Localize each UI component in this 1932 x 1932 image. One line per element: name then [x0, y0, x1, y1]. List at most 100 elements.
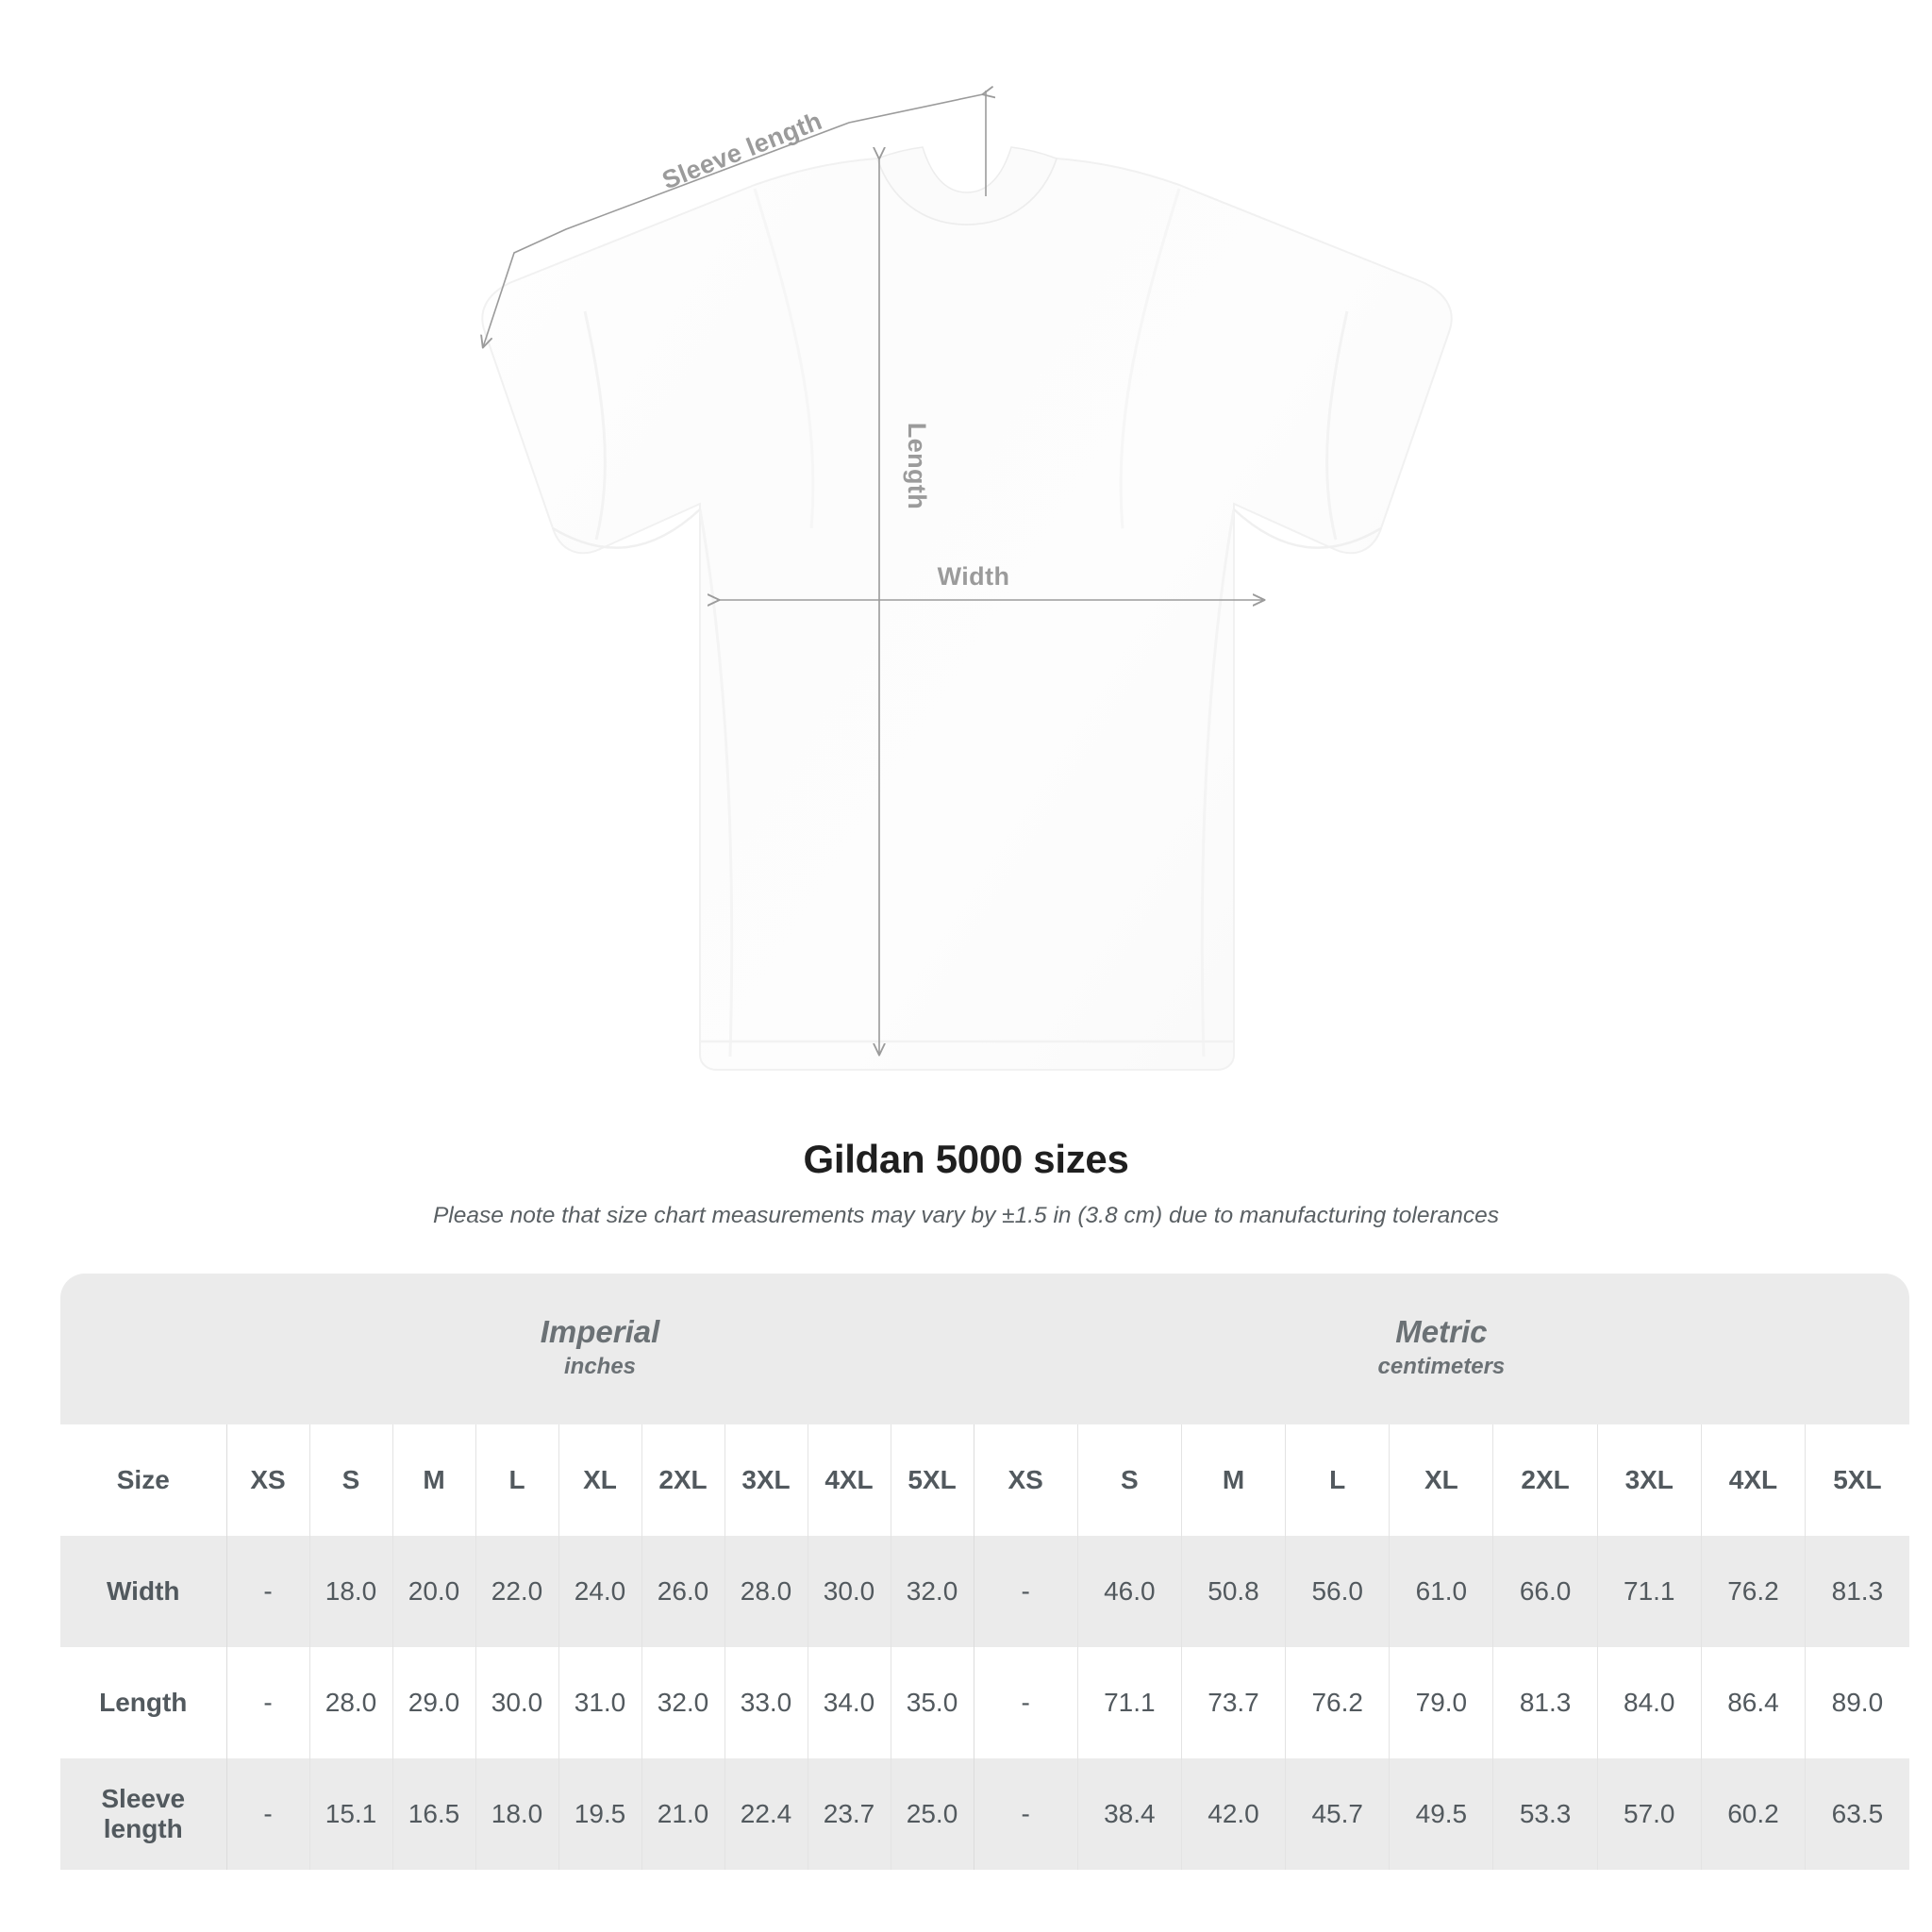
cell-length-imperial-m: 29.0: [391, 1647, 475, 1758]
cell-width-imperial-m: 20.0: [391, 1536, 475, 1647]
column-header-size: Size: [116, 1465, 170, 1494]
width-label: Width: [938, 562, 1010, 591]
tshirt-graphic: [481, 146, 1453, 1071]
cell-width-metric-4xl: 76.2: [1700, 1536, 1806, 1647]
cell-width-metric-3xl: 71.1: [1596, 1536, 1702, 1647]
size-header-metric-m: M: [1180, 1424, 1286, 1536]
size-header-row: Size XS S M L XL 2XL 3XL 4XL 5XL XS S M …: [60, 1424, 1909, 1536]
cell-sleeve-metric-s: 38.4: [1076, 1758, 1182, 1870]
row-label-width: Width: [107, 1576, 180, 1606]
cell-sleeve-imperial-xl: 19.5: [558, 1758, 641, 1870]
unit-spacer: [60, 1274, 226, 1424]
row-label-sleeve-length: Sleeve length: [101, 1784, 186, 1843]
cell-length-imperial-5xl: 35.0: [890, 1647, 974, 1758]
size-header-imperial-xl: XL: [558, 1424, 641, 1536]
cell-width-imperial-l: 22.0: [475, 1536, 558, 1647]
cell-length-imperial-3xl: 33.0: [724, 1647, 808, 1758]
cell-sleeve-metric-5xl: 63.5: [1805, 1758, 1909, 1870]
cell-length-imperial-4xl: 34.0: [807, 1647, 891, 1758]
cell-length-metric-2xl: 81.3: [1492, 1647, 1598, 1758]
cell-sleeve-metric-l: 45.7: [1285, 1758, 1390, 1870]
cell-length-imperial-xl: 31.0: [558, 1647, 641, 1758]
cell-width-metric-2xl: 66.0: [1492, 1536, 1598, 1647]
cell-sleeve-imperial-m: 16.5: [391, 1758, 475, 1870]
unit-measure-name: centimeters: [1377, 1354, 1506, 1380]
cell-sleeve-metric-4xl: 60.2: [1700, 1758, 1806, 1870]
cell-length-imperial-xs: -: [225, 1647, 309, 1758]
size-header-metric-s: S: [1076, 1424, 1182, 1536]
cell-length-imperial-s: 28.0: [308, 1647, 392, 1758]
size-header-metric-l: L: [1285, 1424, 1390, 1536]
size-header-metric-xl: XL: [1389, 1424, 1493, 1536]
cell-length-imperial-l: 30.0: [475, 1647, 558, 1758]
table-row: Sleeve length - 15.1 16.5 18.0 19.5 21.0…: [60, 1758, 1909, 1870]
cell-sleeve-imperial-xs: -: [225, 1758, 309, 1870]
tshirt-illustration: Sleeve length Length Width: [0, 0, 1453, 1071]
cell-sleeve-metric-m: 42.0: [1180, 1758, 1286, 1870]
cell-length-metric-3xl: 84.0: [1596, 1647, 1702, 1758]
cell-width-imperial-5xl: 32.0: [890, 1536, 974, 1647]
width-dimension: Width: [719, 562, 1264, 600]
size-header-imperial-5xl: 5XL: [890, 1424, 974, 1536]
cell-width-metric-xl: 61.0: [1389, 1536, 1493, 1647]
unit-group-metric: Metric centimeters: [974, 1274, 1909, 1424]
cell-sleeve-imperial-2xl: 21.0: [641, 1758, 724, 1870]
size-header-imperial-m: M: [391, 1424, 475, 1536]
cell-length-metric-s: 71.1: [1076, 1647, 1182, 1758]
size-header-imperial-4xl: 4XL: [807, 1424, 891, 1536]
size-table: Imperial inches Metric centimeters Size …: [60, 1274, 1909, 1870]
page-subtitle: Please note that size chart measurements…: [432, 1203, 1500, 1228]
cell-sleeve-metric-2xl: 53.3: [1492, 1758, 1598, 1870]
unit-system-name: Imperial: [540, 1313, 660, 1349]
cell-sleeve-imperial-5xl: 25.0: [890, 1758, 974, 1870]
size-table-container: Imperial inches Metric centimeters Size …: [60, 1274, 1909, 1870]
cell-width-metric-l: 56.0: [1285, 1536, 1390, 1647]
size-header-metric-4xl: 4XL: [1700, 1424, 1806, 1536]
cell-sleeve-imperial-l: 18.0: [475, 1758, 558, 1870]
size-header-metric-3xl: 3XL: [1596, 1424, 1702, 1536]
size-header-imperial-xs: XS: [225, 1424, 309, 1536]
length-label: Length: [903, 423, 931, 509]
size-header-metric-2xl: 2XL: [1492, 1424, 1598, 1536]
cell-width-metric-xs: -: [973, 1536, 1078, 1647]
unit-system-row: Imperial inches Metric centimeters: [60, 1274, 1909, 1424]
cell-sleeve-metric-3xl: 57.0: [1596, 1758, 1702, 1870]
cell-width-imperial-xl: 24.0: [558, 1536, 641, 1647]
cell-length-imperial-2xl: 32.0: [641, 1647, 724, 1758]
cell-width-metric-5xl: 81.3: [1805, 1536, 1909, 1647]
cell-sleeve-imperial-s: 15.1: [308, 1758, 392, 1870]
size-header-imperial-2xl: 2XL: [641, 1424, 724, 1536]
unit-system-name: Metric: [1395, 1313, 1488, 1349]
size-header-metric-5xl: 5XL: [1805, 1424, 1909, 1536]
cell-width-imperial-s: 18.0: [308, 1536, 392, 1647]
row-label-length: Length: [99, 1688, 188, 1717]
table-row: Length - 28.0 29.0 30.0 31.0 32.0 33.0 3…: [60, 1647, 1909, 1758]
cell-sleeve-metric-xs: -: [973, 1758, 1078, 1870]
cell-width-imperial-xs: -: [225, 1536, 309, 1647]
cell-width-metric-s: 46.0: [1076, 1536, 1182, 1647]
cell-length-metric-xl: 79.0: [1389, 1647, 1493, 1758]
size-header-imperial-l: L: [475, 1424, 558, 1536]
cell-length-metric-xs: -: [973, 1647, 1078, 1758]
cell-width-imperial-3xl: 28.0: [724, 1536, 808, 1647]
cell-length-metric-4xl: 86.4: [1700, 1647, 1806, 1758]
page-title: Gildan 5000 sizes: [803, 1137, 1129, 1181]
table-row: Width - 18.0 20.0 22.0 24.0 26.0 28.0 30…: [60, 1536, 1909, 1647]
cell-length-metric-m: 73.7: [1180, 1647, 1286, 1758]
size-header-imperial-3xl: 3XL: [724, 1424, 808, 1536]
cell-length-metric-5xl: 89.0: [1805, 1647, 1909, 1758]
cell-sleeve-imperial-3xl: 22.4: [724, 1758, 808, 1870]
size-header-imperial-s: S: [308, 1424, 392, 1536]
length-dimension: Length: [879, 158, 931, 1055]
title-block: Gildan 5000 sizes Please note that size …: [0, 1137, 1932, 1229]
cell-width-imperial-4xl: 30.0: [807, 1536, 891, 1647]
size-header-metric-xs: XS: [973, 1424, 1078, 1536]
cell-sleeve-metric-xl: 49.5: [1389, 1758, 1493, 1870]
unit-measure-name: inches: [564, 1354, 637, 1380]
cell-sleeve-imperial-4xl: 23.7: [807, 1758, 891, 1870]
cell-width-metric-m: 50.8: [1180, 1536, 1286, 1647]
cell-width-imperial-2xl: 26.0: [641, 1536, 724, 1647]
cell-length-metric-l: 76.2: [1285, 1647, 1390, 1758]
unit-group-imperial: Imperial inches: [226, 1274, 974, 1424]
